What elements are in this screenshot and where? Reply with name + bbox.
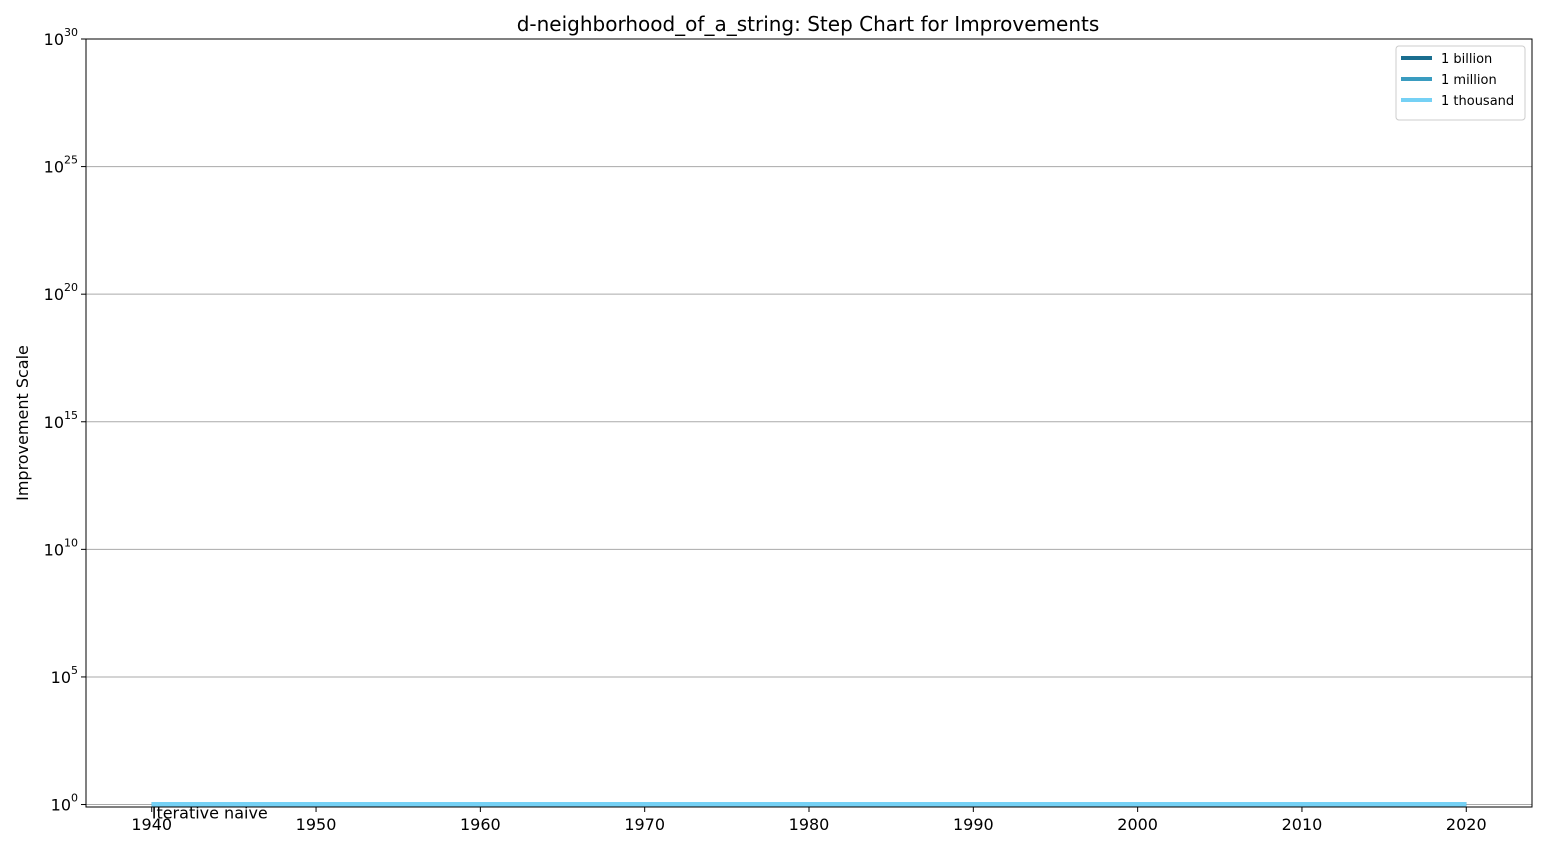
y-tick-label: 1015	[44, 409, 78, 432]
gridlines	[86, 38, 1532, 806]
x-tick-label: 2010	[1282, 815, 1323, 834]
chart-title: d-neighborhood_of_a_string: Step Chart f…	[517, 12, 1100, 36]
y-axis-label: Improvement Scale	[13, 345, 32, 501]
plot-area-frame	[85, 38, 1533, 808]
legend-label: 1 billion	[1441, 52, 1492, 67]
y-tick-label: 1030	[44, 26, 78, 49]
y-tick-label: 1020	[44, 281, 78, 304]
x-tick-label: 1990	[953, 815, 994, 834]
y-tick-label: 105	[51, 664, 78, 687]
x-tick-label: 1950	[296, 815, 337, 834]
legend-label: 1 million	[1441, 73, 1497, 88]
x-tick-label: 2020	[1446, 815, 1487, 834]
annotations: Iterative naive	[152, 804, 268, 823]
y-axis-ticks: 100 105 1010 1015 1020 1025 1030	[44, 26, 86, 815]
x-tick-label: 1980	[789, 815, 830, 834]
x-tick-label: 1970	[624, 815, 665, 834]
x-tick-label: 2000	[1117, 815, 1158, 834]
x-axis-ticks: 1940 1950 1960 1970 1980 1990 2000 2010 2020	[131, 807, 1487, 834]
x-tick-label: 1960	[460, 815, 501, 834]
legend: 1 billion 1 million 1 thousand	[1395, 45, 1526, 121]
x-tick-label: 1940	[131, 815, 172, 834]
y-tick-label: 100	[51, 792, 78, 815]
y-tick-label: 1010	[44, 536, 78, 559]
legend-label: 1 thousand	[1441, 94, 1514, 109]
annotation-label: Iterative naive	[152, 804, 268, 823]
y-tick-label: 1025	[44, 154, 78, 177]
